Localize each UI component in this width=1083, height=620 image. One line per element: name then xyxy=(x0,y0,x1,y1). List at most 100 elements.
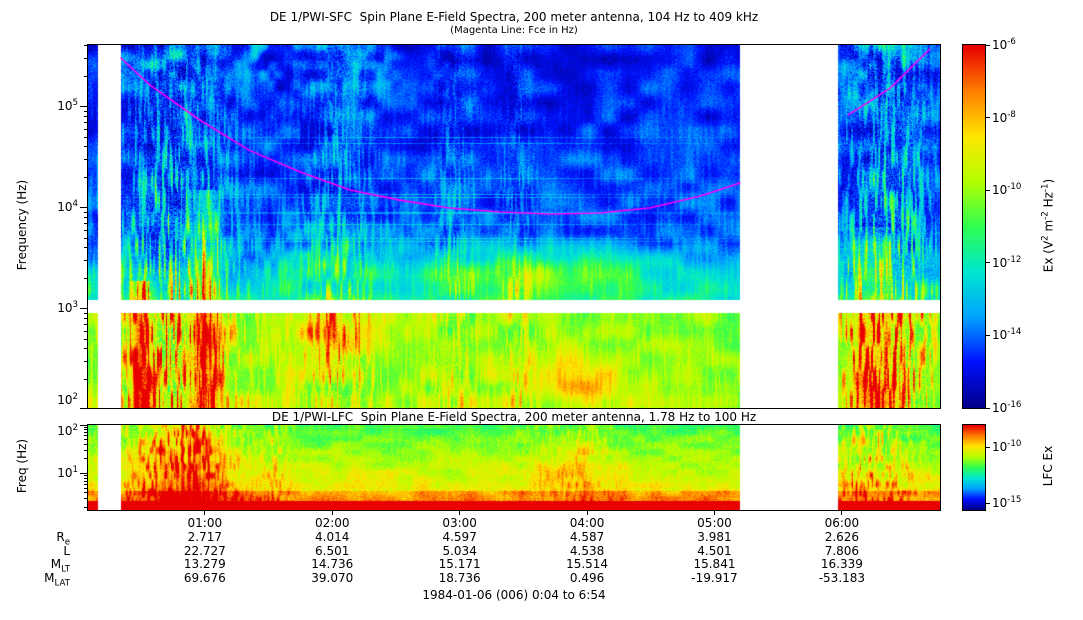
lfc-y-minor-tick xyxy=(84,507,88,509)
sfc-colorbar xyxy=(962,44,986,409)
sfc-spectrogram-panel xyxy=(87,44,941,409)
ephemeris-value: 16.339 xyxy=(820,557,863,571)
lfc-y-minor-tick xyxy=(84,480,88,482)
time-tick xyxy=(459,511,461,515)
sfc-y-minor-tick xyxy=(84,222,88,224)
time-tick xyxy=(331,511,333,515)
sfc-y-major-tick xyxy=(80,106,88,108)
sfc-y-tick-label: 104 xyxy=(57,198,78,214)
sfc-y-minor-tick xyxy=(84,312,88,314)
time-tick-label: 01:00 xyxy=(187,516,223,530)
sfc-cb-tick-label: 10-12 xyxy=(992,254,1022,270)
sfc-y-minor-tick xyxy=(84,217,88,219)
ephemeris-value: 2.717 xyxy=(187,530,222,544)
lfc-y-minor-tick xyxy=(84,492,88,494)
sfc-y-minor-tick xyxy=(84,260,88,262)
date-range-label: 1984-01-06 (006) 0:04 to 6:54 xyxy=(422,588,606,602)
time-tick-label: 03:00 xyxy=(442,516,477,530)
time-tick-label: 04:00 xyxy=(569,516,605,530)
sfc-y-minor-tick xyxy=(84,330,88,332)
ephemeris-value: 13.279 xyxy=(183,557,226,571)
lfc-y-minor-tick xyxy=(84,498,88,500)
sfc-y-minor-tick xyxy=(84,45,88,47)
lfc-y-major-tick xyxy=(80,473,88,475)
sfc-title: DE 1/PWI-SFC Spin Plane E-Field Spectra,… xyxy=(269,10,759,24)
sfc-y-minor-tick xyxy=(84,229,88,231)
sfc-y-minor-tick xyxy=(84,136,88,138)
ephemeris-value: 18.736 xyxy=(438,571,481,585)
lfc-y-tick-label: 101 xyxy=(57,464,78,480)
sfc-y-minor-tick xyxy=(84,58,88,60)
lfc-cb-tick-label: 10-10 xyxy=(992,439,1022,455)
sfc-y-minor-tick xyxy=(84,121,88,123)
ephemeris-value: 14.736 xyxy=(311,557,354,571)
sfc-cb-tick xyxy=(986,44,990,46)
lfc-y-minor-tick xyxy=(84,475,88,477)
ephemeris-value: 0.496 xyxy=(569,571,605,585)
time-tick xyxy=(586,511,588,515)
sfc-y-minor-tick xyxy=(84,176,88,178)
ephemeris-value: -19.917 xyxy=(691,571,738,585)
sfc-y-minor-tick xyxy=(84,338,88,340)
ephemeris-row-label: MLAT xyxy=(44,571,70,589)
sfc-cb-tick-label: 10-14 xyxy=(992,327,1022,343)
sfc-colorbar-label: Ex (V2 m-2 Hz-1) xyxy=(1040,178,1056,273)
lfc-y-minor-tick xyxy=(84,477,88,479)
lfc-cb-tick xyxy=(986,502,990,504)
ephemeris-row-label: Re xyxy=(56,530,70,548)
lfc-y-minor-tick xyxy=(84,458,88,460)
ephemeris-value: 4.587 xyxy=(569,530,605,544)
sfc-y-minor-tick xyxy=(84,237,88,239)
sfc-y-major-tick xyxy=(80,207,88,209)
sfc-y-minor-tick xyxy=(84,146,88,148)
lfc-cb-tick xyxy=(986,446,990,448)
ephemeris-value: 69.676 xyxy=(183,571,226,585)
sfc-y-tick-label: 105 xyxy=(57,97,78,113)
sfc-cb-tick xyxy=(986,407,990,409)
sfc-cb-tick xyxy=(986,262,990,264)
time-tick-label: 06:00 xyxy=(824,516,860,530)
lfc-y-minor-tick xyxy=(84,449,88,451)
lfc-colorbar-label: LFC Ex xyxy=(1041,445,1055,487)
sfc-colorbar-canvas xyxy=(963,45,985,408)
sfc-subtitle: (Magenta Line: Fce in Hz) xyxy=(450,25,578,36)
ephemeris-value: 5.034 xyxy=(442,544,477,558)
lfc-y-minor-tick xyxy=(84,429,88,431)
sfc-cb-tick-label: 10-8 xyxy=(992,109,1016,125)
ephemeris-value: 3.981 xyxy=(697,530,732,544)
sfc-y-minor-tick xyxy=(84,116,88,118)
sfc-y-major-tick xyxy=(80,407,88,409)
ephemeris-row-label: L xyxy=(63,544,70,558)
sfc-y-minor-tick xyxy=(84,318,88,320)
sfc-cb-tick xyxy=(986,189,990,191)
sfc-cb-tick xyxy=(986,334,990,336)
ephemeris-value: 4.538 xyxy=(569,544,605,558)
time-tick-label: 02:00 xyxy=(314,516,350,530)
time-tick xyxy=(204,511,206,515)
ephemeris-value: 2.626 xyxy=(824,530,860,544)
lfc-cb-tick-label: 10-15 xyxy=(992,495,1022,511)
lfc-y-minor-tick xyxy=(84,443,88,445)
lfc-y-minor-tick xyxy=(84,432,88,434)
sfc-y-tick-label: 102 xyxy=(57,392,78,407)
time-tick xyxy=(841,511,843,515)
ephemeris-value: 15.171 xyxy=(438,557,481,571)
sfc-y-minor-tick xyxy=(84,378,88,380)
sfc-y-axis-label: Frequency (Hz) xyxy=(15,179,29,271)
time-tick xyxy=(713,511,715,515)
sfc-y-minor-tick xyxy=(84,277,88,279)
ephemeris-value: 22.727 xyxy=(183,544,226,558)
lfc-y-axis-label: Freq (Hz) xyxy=(15,438,29,494)
ephemeris-value: 15.514 xyxy=(566,557,609,571)
ephemeris-value: 6.501 xyxy=(315,544,350,558)
sfc-y-minor-tick xyxy=(84,211,88,213)
lfc-title: DE 1/PWI-LFC Spin Plane E-Field Spectra,… xyxy=(271,410,757,424)
sfc-y-major-tick xyxy=(80,308,88,310)
lfc-y-minor-tick xyxy=(84,426,88,428)
lfc-y-tick-label: 102 xyxy=(57,423,78,438)
sfc-y-minor-tick xyxy=(84,323,88,325)
lfc-spectrogram-panel xyxy=(87,424,941,511)
ephemeris-value: 7.806 xyxy=(824,544,860,558)
lfc-y-minor-tick xyxy=(84,487,88,489)
